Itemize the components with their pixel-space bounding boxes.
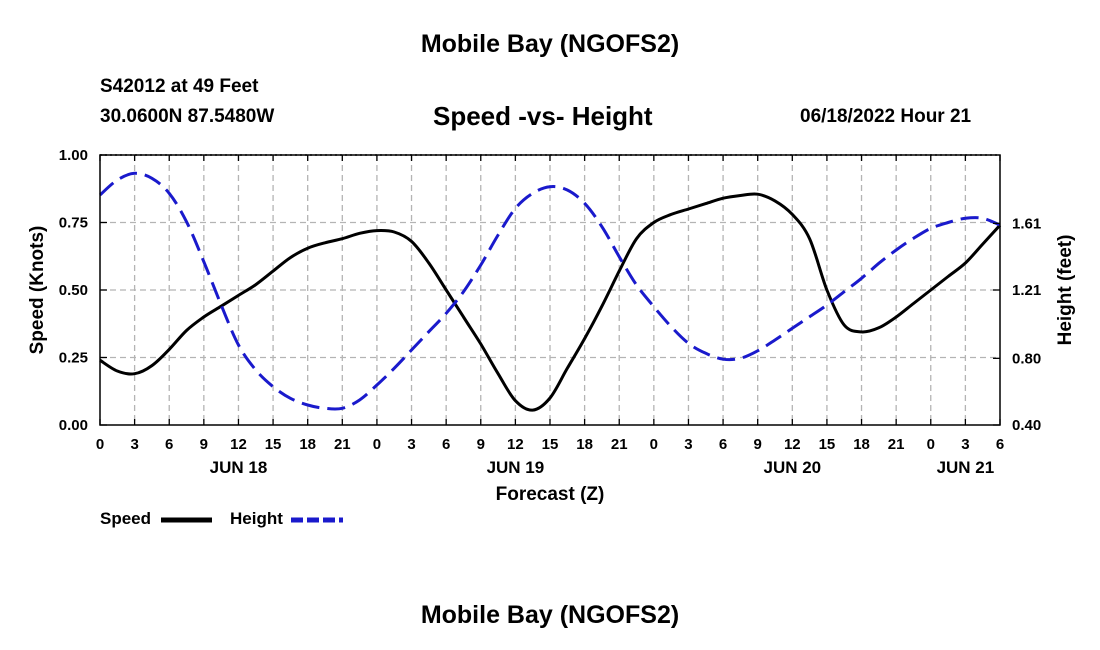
x-tick-label: 15 bbox=[819, 436, 836, 453]
x-tick-label: 6 bbox=[442, 436, 450, 453]
second-chart-title: Mobile Bay (NGOFS2) bbox=[420, 601, 680, 629]
speed-series-line bbox=[99, 192, 1002, 412]
x-tick-label: 3 bbox=[961, 436, 969, 453]
x-tick-label: 0 bbox=[373, 436, 381, 453]
day-label: JUN 19 bbox=[487, 458, 545, 477]
x-tick-label: 21 bbox=[888, 436, 905, 453]
x-tick-label: 21 bbox=[334, 436, 351, 453]
x-tick-label: 21 bbox=[611, 436, 628, 453]
y-tick-label: 0.75 bbox=[59, 215, 88, 232]
y2-tick-label: 1.61 bbox=[1012, 215, 1041, 232]
x-tick-label: 15 bbox=[265, 436, 282, 453]
page-title: Mobile Bay (NGOFS2) bbox=[420, 30, 680, 58]
forecast-datetime-label: 06/18/2022 Hour 21 bbox=[800, 106, 972, 127]
ticks: 0 3 6 9 12 15 18 21 0 3 6 9 12 15 18 21 0 3 6 9 12 15 18 21 0 3 6J… bbox=[59, 147, 1041, 477]
x-tick-label: 12 bbox=[784, 436, 801, 453]
x-axis-label: Forecast (Z) bbox=[496, 484, 605, 505]
station-label: S42012 at 49 Feet bbox=[100, 76, 259, 97]
y-tick-label: 0.50 bbox=[59, 282, 88, 299]
y2-axis-label: Height (feet) bbox=[1055, 235, 1076, 346]
x-tick-label: 9 bbox=[200, 436, 208, 453]
x-tick-label: 6 bbox=[996, 436, 1004, 453]
day-label: JUN 21 bbox=[937, 458, 995, 477]
height-series-line bbox=[99, 171, 1001, 411]
y-tick-label: 0.25 bbox=[59, 350, 88, 367]
grid bbox=[100, 154, 1000, 425]
x-tick-label: 18 bbox=[299, 436, 316, 453]
x-tick-label: 18 bbox=[576, 436, 593, 453]
x-tick-label: 3 bbox=[407, 436, 415, 453]
x-tick-label: 6 bbox=[165, 436, 173, 453]
x-tick-label: 6 bbox=[719, 436, 727, 453]
x-tick-label: 9 bbox=[477, 436, 485, 453]
day-label: JUN 20 bbox=[763, 458, 821, 477]
x-tick-label: 9 bbox=[754, 436, 762, 453]
x-tick-label: 12 bbox=[230, 436, 247, 453]
y2-tick-label: 0.80 bbox=[1012, 350, 1041, 367]
series-layer bbox=[99, 171, 1002, 412]
coordinates-label: 30.0600N 87.5480W bbox=[100, 106, 275, 127]
legend-speed-label: Speed bbox=[100, 509, 152, 528]
y2-tick-label: 1.21 bbox=[1012, 282, 1041, 299]
legend-height-label: Height bbox=[230, 509, 283, 528]
x-tick-label: 0 bbox=[650, 436, 658, 453]
day-label: JUN 18 bbox=[210, 458, 268, 477]
x-tick-label: 15 bbox=[542, 436, 559, 453]
x-tick-label: 18 bbox=[853, 436, 870, 453]
y2-tick-label: 0.40 bbox=[1012, 417, 1041, 434]
y-axis-label: Speed (Knots) bbox=[27, 226, 48, 355]
x-tick-label: 0 bbox=[96, 436, 104, 453]
y-tick-label: 1.00 bbox=[59, 147, 88, 164]
x-tick-label: 0 bbox=[927, 436, 935, 453]
x-tick-label: 3 bbox=[130, 436, 138, 453]
x-tick-label: 12 bbox=[507, 436, 524, 453]
chart-title: Speed -vs- Height bbox=[433, 101, 653, 131]
y-tick-label: 0.00 bbox=[59, 417, 88, 434]
x-tick-label: 3 bbox=[684, 436, 692, 453]
